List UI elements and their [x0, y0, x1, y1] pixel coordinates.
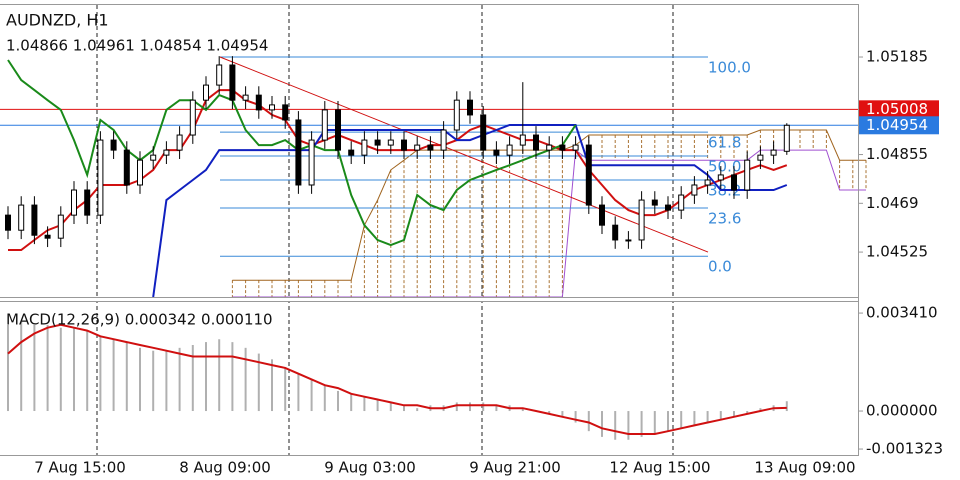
candle-body: [612, 224, 619, 241]
y-tick-label: 0.000000: [866, 402, 938, 420]
x-tick-label: 13 Aug 09:00: [754, 459, 855, 477]
price-tag-label: 1.05008: [866, 100, 928, 118]
candle-body: [255, 94, 262, 111]
candle-body: [203, 84, 209, 101]
candle-body: [757, 154, 764, 161]
fibo-label: 0.0: [708, 258, 732, 276]
candle-body: [295, 119, 302, 186]
candle-body: [559, 144, 566, 151]
y-tick-label: 1.04525: [866, 243, 928, 261]
candle-body: [110, 139, 117, 151]
candle-body: [31, 204, 38, 236]
candle-body: [242, 94, 249, 101]
candle-body: [137, 159, 143, 186]
x-tick-label: 9 Aug 03:00: [324, 459, 416, 477]
candle-body: [731, 174, 737, 191]
macd-title: MACD(12,26,9) 0.000342 0.000110: [6, 311, 273, 329]
frame-layer: AUDNZD, H1 1.04866 1.04961 1.04854 1.049…: [0, 0, 943, 477]
candle-body: [678, 194, 685, 211]
candle-body: [506, 144, 513, 156]
y-tick-label: 1.0469: [866, 194, 919, 212]
candle-body: [519, 134, 526, 146]
candle-body: [533, 134, 539, 151]
fibo-label: 50.0: [708, 158, 741, 176]
macd-signal: [7, 323, 787, 435]
price-tag: [859, 116, 939, 135]
candle-body: [480, 114, 487, 151]
candle-body: [427, 144, 434, 151]
price-tag: [859, 100, 939, 119]
x-tick-label: 7 Aug 15:00: [34, 459, 126, 477]
x-tick-label: 9 Aug 21:00: [469, 459, 561, 477]
indicator-line: [7, 59, 577, 247]
candle-body: [717, 174, 724, 181]
candle-body: [308, 139, 315, 186]
candle-body: [269, 104, 275, 111]
price-tag-label: 1.04954: [866, 116, 928, 134]
candle-body: [18, 204, 25, 231]
candle-body: [97, 139, 104, 216]
candle-body: [625, 239, 632, 242]
candle-body: [638, 199, 645, 241]
x-tick-label: 8 Aug 09:00: [179, 459, 271, 477]
candle-body: [770, 149, 777, 156]
candle-body: [546, 144, 553, 151]
candle-body: [599, 204, 605, 226]
y-tick-label: 0.003410: [866, 304, 938, 322]
candle-body: [123, 149, 130, 186]
candle-body: [321, 109, 328, 141]
y-tick-label: 1.04855: [866, 145, 928, 163]
indicator-line: [152, 124, 788, 298]
candle-body: [57, 214, 64, 239]
ohlc-readout: 1.04866 1.04961 1.04854 1.04954: [6, 37, 268, 55]
candle-body: [374, 139, 381, 146]
x-tick-label: 12 Aug 15:00: [609, 459, 710, 477]
candle-body: [572, 144, 579, 151]
panel-gap: [0, 297, 858, 301]
candle-body: [493, 149, 500, 156]
candle-body: [163, 149, 170, 156]
symbol-title: AUDNZD, H1: [6, 11, 109, 30]
candle-body: [176, 134, 183, 151]
candle-body: [401, 139, 407, 151]
candle-body: [440, 129, 447, 151]
fibo-label: 61.8: [708, 134, 741, 152]
candle-body: [414, 144, 421, 151]
candle-body: [651, 199, 658, 206]
candle-body: [335, 109, 341, 151]
candle-body: [665, 204, 671, 211]
candle-body: [150, 154, 157, 161]
y-tick-label: -0.001323: [866, 440, 943, 458]
candle-body: [229, 64, 236, 101]
candle-body: [691, 184, 698, 196]
fibo-label: 23.6: [708, 210, 741, 228]
candle-body: [282, 104, 289, 121]
trendline: [219, 56, 709, 253]
top-mask: [0, 0, 858, 5]
candle-body: [453, 99, 460, 131]
candle-body: [84, 189, 91, 216]
candle-body: [71, 189, 77, 216]
candle-body: [783, 124, 790, 152]
plot-layer: 100.061.850.038.223.60.0: [0, 56, 867, 440]
candle-body: [387, 139, 394, 146]
candle-body: [361, 139, 368, 156]
candle-body: [704, 179, 711, 186]
candle-body: [5, 214, 11, 231]
fibo-label: 100.0: [708, 59, 751, 77]
candle-body: [44, 234, 51, 239]
candle-body: [585, 144, 592, 206]
candle-body: [216, 64, 223, 86]
candle-body: [189, 99, 196, 136]
candle-body: [348, 149, 355, 156]
y-tick-label: 1.05185: [866, 48, 928, 66]
candle-body: [467, 99, 473, 116]
candle-body: [744, 159, 751, 191]
